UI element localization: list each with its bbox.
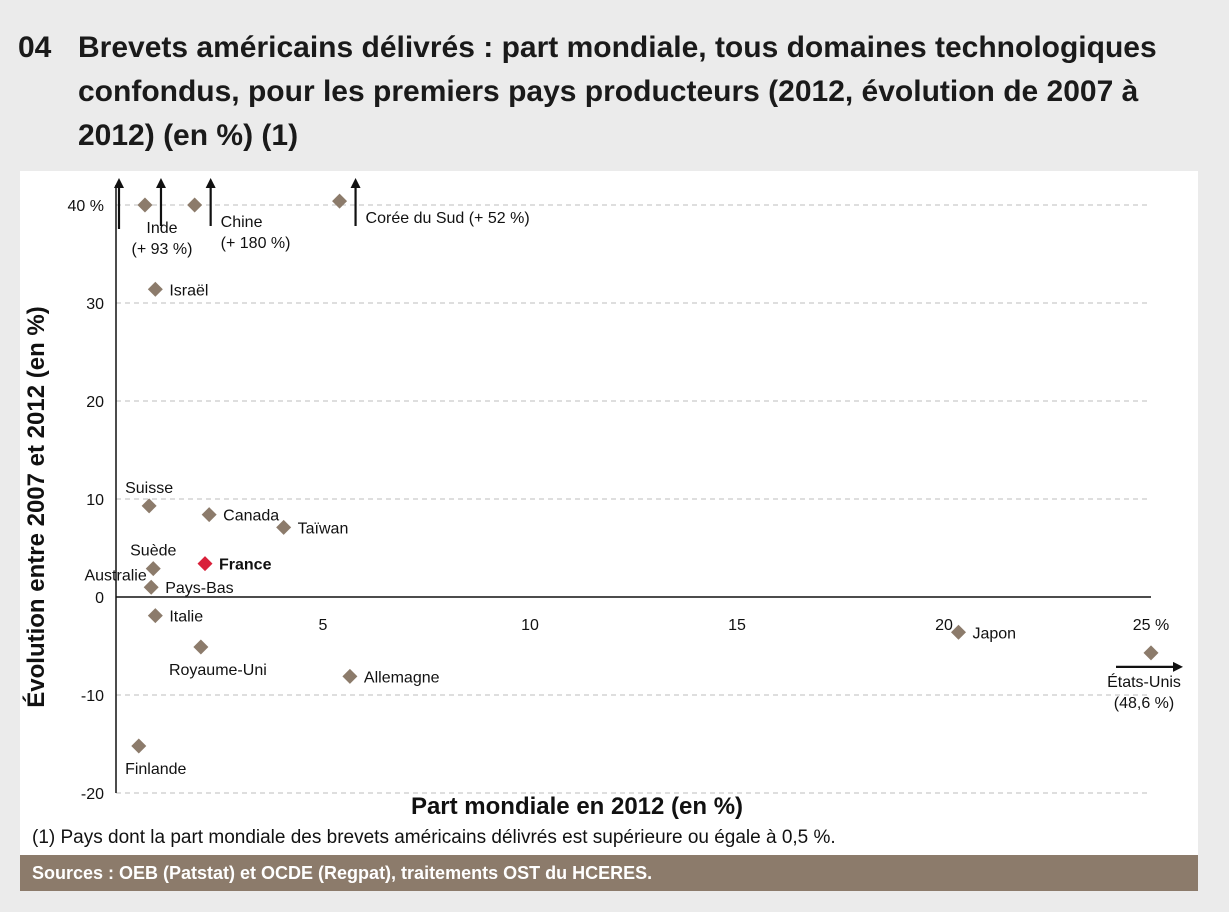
data-point — [141, 498, 157, 514]
point-label: Inde (+ 93 %) — [132, 220, 193, 258]
point-label-line: Suisse — [125, 480, 173, 497]
point-label: Allemagne — [364, 669, 440, 686]
data-point — [342, 668, 358, 684]
source-text: Sources : OEB (Patstat) et OCDE (Regpat)… — [32, 863, 653, 883]
x-tick-label: 20 — [935, 617, 953, 634]
point-label: Taïwan — [298, 520, 349, 537]
point-label-line: Corée du Sud (+ 52 %) — [366, 210, 530, 227]
chart-panel: 40 % 30 20 10 0 -10 -20 5 10 15 20 25 % Inde (+ 93 %… — [20, 171, 1198, 855]
point-label-line: France — [219, 557, 272, 574]
point-label: Pays-Bas — [165, 580, 233, 597]
figure-title: Brevets américains délivrés : part mondi… — [78, 31, 1157, 152]
y-tick-label: 40 % — [68, 198, 104, 215]
data-point — [276, 519, 292, 535]
point-label: Italie — [169, 609, 203, 626]
x-tick-label: 15 — [728, 617, 746, 634]
point-label-line: (+ 180 %) — [221, 235, 291, 252]
data-point — [950, 624, 966, 640]
y-tick-label: 10 — [86, 492, 104, 509]
x-tick-label: 25 % — [1133, 617, 1169, 634]
y-tick-label: 0 — [95, 590, 104, 607]
data-point — [131, 738, 147, 754]
figure-number: 04 — [18, 31, 52, 64]
data-point — [147, 608, 163, 624]
point-label: Royaume-Uni — [169, 662, 267, 679]
point-label-line: Italie — [169, 609, 203, 626]
source-bar: Sources : OEB (Patstat) et OCDE (Regpat)… — [20, 855, 1198, 891]
point-label-line: Chine — [221, 214, 263, 231]
point-label-line: Australie — [84, 567, 146, 584]
point-label: Suisse — [125, 480, 173, 497]
point-label: Suède — [130, 543, 176, 560]
footnote: (1) Pays dont la part mondiale des breve… — [32, 827, 836, 848]
point-label: Finlande — [125, 761, 186, 778]
point-label-line: Japon — [972, 625, 1016, 642]
point-label-line: Allemagne — [364, 669, 440, 686]
point-label: États-Unis (48,6 %) — [1107, 672, 1181, 712]
point-label: Japon — [972, 625, 1016, 642]
point-label: Israël — [169, 282, 208, 299]
x-axis-title: Part mondiale en 2012 (en %) — [411, 793, 743, 820]
point-label-line: (48,6 %) — [1114, 695, 1174, 712]
scatter-chart: 40 % 30 20 10 0 -10 -20 5 10 15 20 25 % Inde (+ 93 %… — [22, 178, 1183, 820]
data-point — [197, 556, 213, 572]
y-axis-title: Évolution entre 2007 et 2012 (en %) — [22, 306, 50, 707]
point-label: Canada — [223, 508, 279, 525]
point-label-line: Royaume-Uni — [169, 662, 267, 679]
point-label-line: Pays-Bas — [165, 580, 233, 597]
point-label-line: Israël — [169, 282, 208, 299]
point-label-line: Taïwan — [298, 520, 349, 537]
data-point — [1143, 645, 1159, 661]
point-label-line: Suède — [130, 543, 176, 560]
point-label: France — [219, 557, 272, 574]
data-point — [193, 639, 209, 655]
y-tick-label: 30 — [86, 296, 104, 313]
data-point — [145, 561, 161, 577]
data-point — [187, 197, 203, 213]
data-point — [332, 193, 348, 209]
y-tick-label: -20 — [81, 786, 104, 803]
data-point — [143, 579, 159, 595]
point-label: Australie — [84, 567, 146, 584]
point-label-line: Inde — [146, 220, 177, 237]
data-point — [147, 281, 163, 297]
point-label: Corée du Sud (+ 52 %) — [366, 210, 530, 227]
x-tick-label: 5 — [319, 617, 328, 634]
point-label-line: (+ 93 %) — [132, 241, 193, 258]
data-point — [201, 507, 217, 523]
point-label: Chine (+ 180 %) — [221, 214, 291, 252]
y-tick-label: -10 — [81, 688, 104, 705]
point-label-line: États-Unis — [1107, 672, 1181, 691]
point-label-line: Canada — [223, 508, 279, 525]
point-label-line: Finlande — [125, 761, 186, 778]
y-tick-label: 20 — [86, 394, 104, 411]
data-point — [137, 197, 153, 213]
x-tick-label: 10 — [521, 617, 539, 634]
